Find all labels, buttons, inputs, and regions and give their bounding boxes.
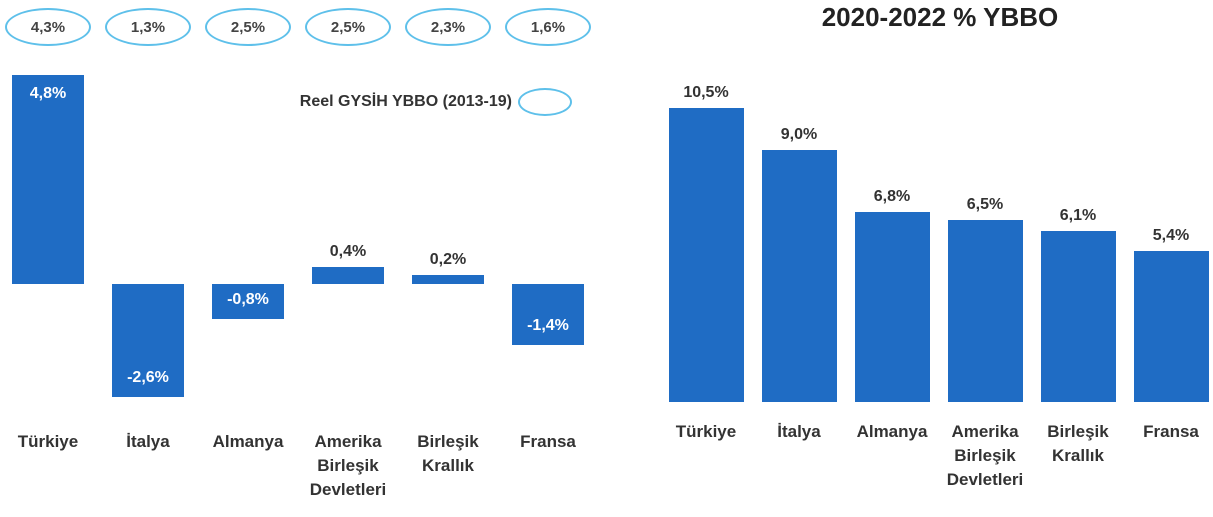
data-label: 10,5% [683, 84, 729, 101]
reference-marker: 2,5% [205, 8, 291, 46]
x-tick-label: Türkiye [675, 422, 737, 441]
bar [312, 266, 384, 284]
bar [112, 284, 184, 398]
reference-marker: 1,6% [505, 8, 591, 46]
x-tick-label: Almanya [856, 422, 928, 441]
x-tick-label: Birleşik Krallık [1047, 422, 1109, 465]
legend-swatch [518, 88, 572, 116]
reference-marker: 4,3% [5, 8, 91, 46]
chart-title: 2020-2022 % YBBO [821, 2, 1059, 32]
x-tick-label: Amerika Birleşik Devletleri [309, 432, 387, 499]
x-tick-label: Amerika Birleşik Devletleri [946, 422, 1024, 489]
bar [1133, 250, 1209, 402]
bar [668, 108, 744, 402]
data-label: 4,8% [29, 85, 67, 103]
x-tick-label: İtalya [126, 432, 170, 451]
data-label: 6,1% [1059, 207, 1097, 225]
data-label: 0,2% [429, 251, 467, 269]
x-tick-label: İtalya [777, 422, 821, 441]
reference-marker: 2,3% [405, 8, 491, 46]
data-label: 9,0% [780, 126, 818, 143]
bar [412, 275, 484, 284]
data-label: -1,4% [527, 316, 569, 334]
legend-label: Reel GYSİH YBBO (2013-19) [299, 93, 512, 110]
data-label: 6,5% [966, 196, 1004, 213]
bar [12, 75, 84, 284]
data-label: 0,4% [329, 242, 367, 260]
bar [761, 150, 837, 402]
x-tick-label: Almanya [212, 432, 284, 451]
bar [1040, 231, 1116, 402]
bar [947, 220, 1023, 402]
bar [512, 284, 584, 345]
x-tick-label: Fransa [520, 432, 576, 451]
data-label: 5,4% [1152, 226, 1190, 244]
data-label: -0,8% [227, 290, 269, 308]
x-tick-label: Türkiye [17, 432, 79, 451]
reference-marker: 1,3% [105, 8, 191, 46]
data-label: -2,6% [127, 369, 169, 387]
x-tick-label: Birleşik Krallık [417, 432, 479, 475]
reference-marker: 2,5% [305, 8, 391, 46]
bar [854, 211, 930, 402]
bar [212, 284, 284, 319]
x-tick-label: Fransa [1143, 422, 1199, 441]
data-label: 6,8% [873, 187, 911, 205]
